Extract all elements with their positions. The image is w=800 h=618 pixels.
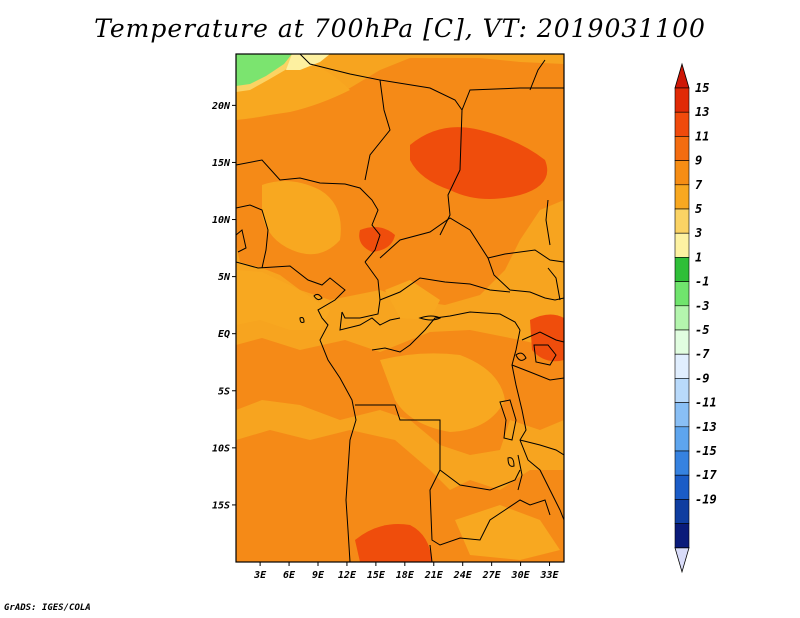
map-title: Temperature at 700hPa [C], VT: 201903110…: [94, 14, 706, 43]
lat-label: 10S: [212, 443, 230, 454]
lat-label: 20N: [211, 101, 231, 112]
colorbar-label: -15: [695, 444, 717, 458]
colorbar-swatch: [674, 499, 690, 524]
colorbar-label: 9: [695, 154, 702, 168]
lat-label: 15S: [212, 500, 230, 511]
colorbar-label: -13: [695, 420, 717, 434]
temperature-field-13-15: [355, 127, 564, 562]
colorbar-label: -5: [695, 323, 709, 337]
colorbar-swatch: [674, 160, 690, 186]
lat-label: 5N: [218, 272, 231, 283]
lat-label: 5S: [218, 386, 230, 397]
colorbar-swatch: [674, 136, 690, 161]
country-borders: [236, 54, 564, 562]
colorbar-swatch: [674, 450, 690, 476]
colorbar-label: -7: [695, 347, 710, 361]
colorbar-swatch: [674, 523, 690, 549]
lon-label: 9E: [312, 570, 325, 581]
colorbar-swatch: [674, 474, 690, 500]
lat-label: 15N: [212, 158, 231, 169]
lon-label: 27E: [482, 570, 502, 581]
colorbar-swatch: [674, 87, 690, 113]
colorbar-label: -17: [695, 468, 717, 482]
lon-label: 15E: [367, 570, 386, 581]
colorbar-top-arrow: [674, 62, 690, 89]
lon-label: 12E: [338, 570, 357, 581]
colorbar-swatch: [674, 426, 690, 452]
map-frame: [235, 53, 565, 563]
temperature-field-9-11: [236, 58, 560, 560]
colorbar-swatch: [674, 353, 690, 379]
lon-label: 18E: [396, 570, 415, 581]
latitude-axis: 20N 15N 10N 5N EQ 5S 10S 15S: [211, 101, 236, 511]
colorbar-label: -3: [695, 299, 709, 313]
lat-label: 10N: [212, 215, 231, 226]
lon-label: 33E: [539, 570, 559, 581]
lon-label: 6E: [283, 570, 296, 581]
colorbar-label: 11: [695, 129, 709, 143]
colorbar-label: -11: [695, 396, 717, 410]
colorbar-label: 1: [695, 250, 702, 264]
colorbar-swatch: [674, 111, 690, 137]
map-panel: [236, 54, 564, 562]
colorbar-swatch: [674, 402, 690, 428]
colorbar-swatch: [674, 232, 690, 258]
colorbar-swatch: [674, 305, 690, 331]
colorbar: 15 13 11 9 7 5 3 1 -1 -3 -5 -7 -9 -11 -13 -15 -17 -19: [674, 62, 717, 574]
longitude-axis: 3E 6E 9E 12E 15E 18E 21E 24E 27E 30E 33E: [253, 562, 560, 581]
colorbar-label: -19: [695, 492, 717, 506]
colorbar-swatch: [674, 281, 690, 307]
colorbar-label: 7: [695, 178, 703, 192]
lon-label: 24E: [453, 570, 473, 581]
grads-credit: GrADS: IGES/COLA: [4, 603, 91, 613]
colorbar-label: 5: [695, 202, 702, 216]
colorbar-label: -1: [695, 275, 709, 289]
colorbar-label: -9: [695, 371, 709, 385]
colorbar-swatch: [674, 184, 690, 210]
lat-label: EQ: [218, 329, 230, 340]
lon-label: 30E: [511, 570, 531, 581]
lon-label: 21E: [424, 570, 444, 581]
colorbar-swatch: [674, 257, 690, 282]
lon-label: 3E: [253, 570, 267, 581]
colorbar-swatch: [674, 329, 690, 355]
colorbar-bottom-arrow: [674, 547, 690, 574]
colorbar-label: 15: [695, 81, 709, 95]
colorbar-label: 13: [695, 105, 709, 119]
colorbar-swatch: [674, 208, 690, 234]
colorbar-label: 3: [694, 226, 702, 240]
colorbar-swatch: [674, 378, 690, 403]
lakes-and-islands: [299, 293, 527, 467]
